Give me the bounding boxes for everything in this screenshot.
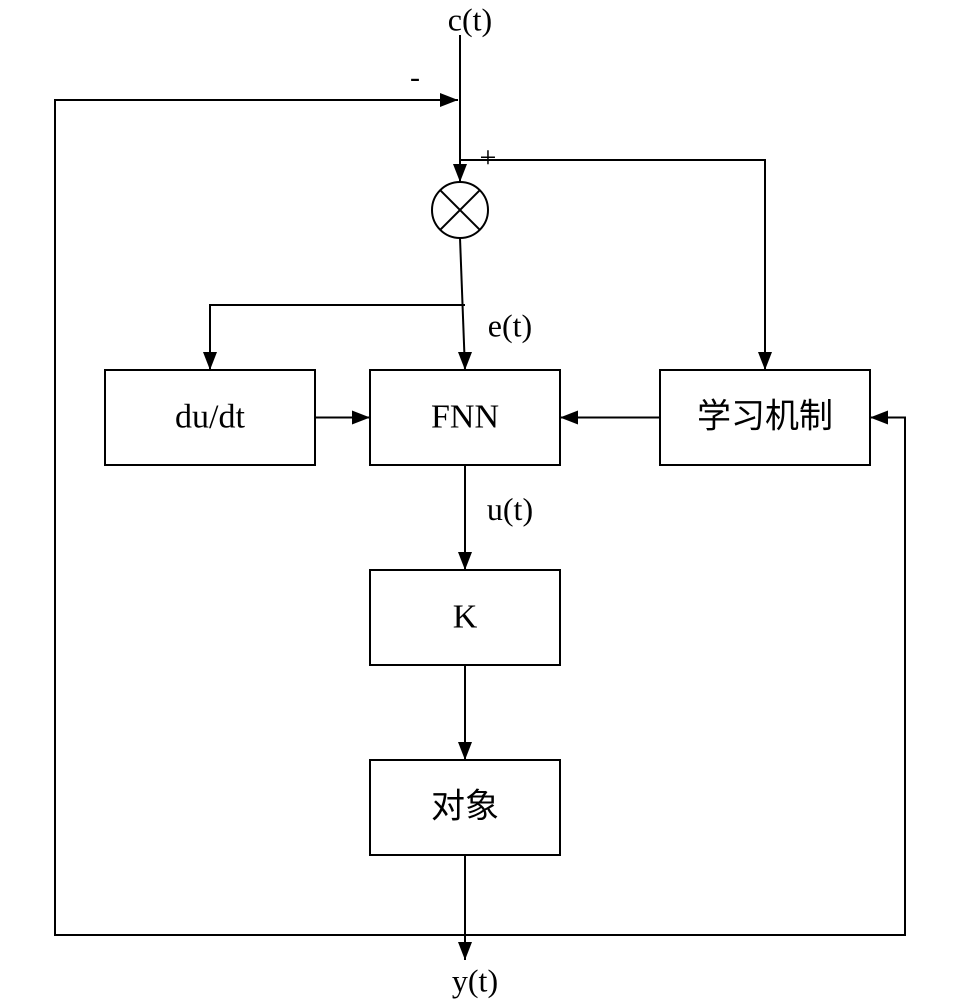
arrow-head [458, 552, 472, 570]
block-diagram: du/dt FNN 学习机制 K 对象 c(t) + - e(t) u(t) y(t) [0, 0, 963, 1000]
arrow-head [440, 93, 458, 107]
arrow-head [870, 411, 888, 425]
label-plus: + [480, 141, 497, 174]
arrow-head [758, 352, 772, 370]
label-minus: - [410, 61, 420, 94]
edge-e-to-dudt [210, 305, 465, 370]
dudt-label: du/dt [175, 398, 245, 435]
arrow-head [453, 164, 467, 182]
label-c: c(t) [448, 1, 492, 37]
label-e: e(t) [488, 307, 532, 343]
arrow-head [458, 742, 472, 760]
plant-label: 对象 [431, 787, 499, 825]
arrow-head [560, 411, 578, 425]
label-y: y(t) [452, 962, 498, 998]
arrow-head [458, 942, 472, 960]
arrow-head [352, 411, 370, 425]
arrow-head [458, 352, 472, 370]
learn-label: 学习机制 [697, 397, 833, 435]
arrow-head [203, 352, 217, 370]
k-label: K [453, 598, 478, 635]
label-u: u(t) [487, 491, 533, 527]
fnn-label: FNN [431, 398, 499, 435]
